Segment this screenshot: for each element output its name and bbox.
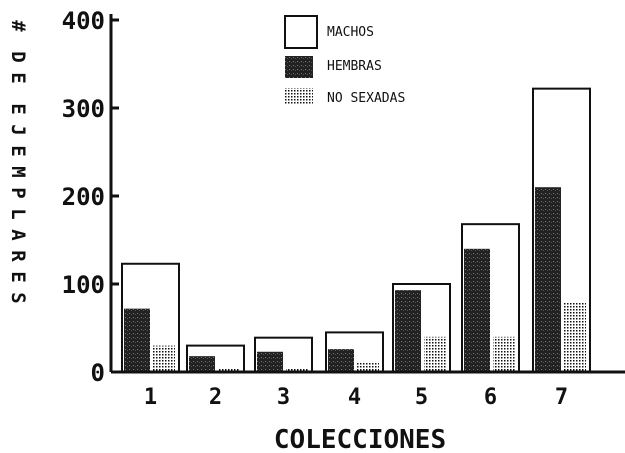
legend: MACHOS HEMBRAS NO SEXADAS bbox=[284, 15, 405, 106]
bar-no-sexadas-5 bbox=[424, 336, 446, 372]
x-tick-label: 1 bbox=[144, 385, 157, 410]
legend-swatch-3 bbox=[285, 88, 313, 104]
y-axis-title-char: J bbox=[7, 124, 29, 135]
bar-no-sexadas-6 bbox=[493, 336, 515, 372]
x-tick-label: 2 bbox=[209, 385, 222, 410]
x-tick-label: 4 bbox=[348, 385, 361, 410]
y-axis-title-char: P bbox=[7, 187, 29, 198]
y-axis-title-char: E bbox=[7, 103, 29, 114]
y-tick-label: 0 bbox=[91, 359, 105, 387]
bar-hembras-2 bbox=[189, 356, 215, 372]
x-tick-label: 5 bbox=[415, 385, 428, 410]
bar-hembras-5 bbox=[395, 290, 421, 372]
legend-label-2: HEMBRAS bbox=[327, 59, 382, 74]
legend-label-3: NO SEXADAS bbox=[327, 91, 405, 106]
axes: 1 2 3 4 5 6 7 0 100 200 300 400 bbox=[62, 7, 625, 410]
y-tick-label: 300 bbox=[62, 95, 105, 123]
bar-hembras-4 bbox=[328, 349, 354, 372]
bar-hembras-7 bbox=[535, 187, 561, 372]
x-tick-label: 7 bbox=[555, 385, 568, 410]
y-axis-title-char: E bbox=[7, 271, 29, 282]
y-axis-title-char: L bbox=[7, 208, 29, 219]
x-tick-label: 3 bbox=[277, 385, 290, 410]
bar-hembras-6 bbox=[464, 248, 490, 372]
y-axis-title-char: M bbox=[7, 166, 29, 177]
legend-swatch-2 bbox=[285, 56, 313, 78]
y-axis-title-char: A bbox=[7, 229, 29, 241]
x-axis-title: COLECCIONES bbox=[274, 425, 446, 453]
y-axis-title-char: E bbox=[7, 145, 29, 156]
y-tick-label: 100 bbox=[62, 271, 105, 299]
legend-swatch-1 bbox=[284, 15, 318, 49]
legend-label-1: MACHOS bbox=[327, 25, 374, 40]
y-axis-title-char: E bbox=[7, 72, 29, 83]
bar-no-sexadas-1 bbox=[153, 345, 175, 372]
bar-no-sexadas-2 bbox=[218, 367, 240, 372]
y-axis-title-char: R bbox=[7, 250, 29, 262]
y-tick-label: 400 bbox=[62, 7, 105, 35]
bar-no-sexadas-7 bbox=[564, 301, 586, 372]
y-axis-title-char: # bbox=[7, 20, 29, 32]
y-tick-label: 200 bbox=[62, 183, 105, 211]
y-axis-title-char: D bbox=[7, 51, 29, 62]
bar-hembras-1 bbox=[124, 308, 150, 372]
bar-no-sexadas-4 bbox=[357, 361, 379, 372]
x-tick-label: 6 bbox=[484, 385, 497, 410]
plot-area bbox=[121, 87, 591, 374]
y-axis-title-char: S bbox=[7, 292, 29, 303]
bar-no-sexadas-3 bbox=[286, 367, 308, 372]
bar-hembras-3 bbox=[257, 351, 283, 372]
